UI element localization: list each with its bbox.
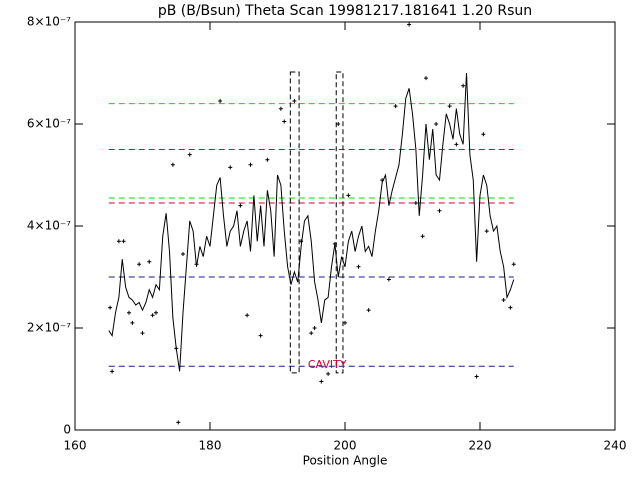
y-tick-label: 0 (63, 423, 71, 437)
data-point (127, 310, 131, 315)
data-point (278, 106, 283, 111)
data-point (228, 165, 233, 170)
data-point (116, 239, 121, 244)
data-point (484, 229, 489, 234)
data-point (332, 241, 337, 246)
data-point (447, 104, 452, 109)
data-point (150, 313, 155, 318)
data-point (356, 264, 361, 269)
data-point (108, 305, 113, 310)
annotation: CAVITY (308, 358, 347, 371)
data-point (248, 162, 253, 167)
data-point (299, 239, 304, 244)
data-point (181, 252, 185, 257)
data-point (366, 308, 371, 313)
x-tick-label: 200 (334, 439, 357, 453)
data-point (461, 83, 466, 88)
data-point (187, 152, 192, 157)
data-point (407, 22, 412, 27)
data-point (437, 208, 442, 213)
data-point (420, 234, 425, 239)
data-point (319, 379, 324, 384)
data-point (508, 305, 513, 310)
y-tick-label: 6×10⁻⁷ (27, 117, 71, 131)
x-tick-label: 180 (199, 439, 222, 453)
data-point (380, 178, 385, 183)
data-point (434, 122, 439, 126)
chart-title: pB (B/Bsun) Theta Scan 19981217.181641 1… (158, 3, 532, 19)
data-point (218, 99, 223, 104)
data-point (176, 420, 181, 425)
data-point (265, 157, 270, 162)
data-point (474, 374, 479, 379)
data-point (174, 346, 179, 351)
y-tick-label: 4×10⁻⁷ (27, 219, 71, 233)
data-point (194, 262, 199, 267)
x-tick-label: 240 (604, 439, 627, 453)
data-point (326, 371, 331, 376)
data-point (343, 320, 347, 325)
data-point (110, 369, 115, 374)
x-tick-label: 220 (469, 439, 492, 453)
cavity-box (289, 71, 300, 374)
data-point (282, 119, 287, 124)
y-tick-label: 8×10⁻⁷ (27, 15, 71, 29)
data-point (336, 122, 341, 126)
data-point (501, 297, 506, 302)
data-point (393, 104, 398, 109)
data-point (292, 99, 297, 104)
data-point (511, 262, 516, 267)
x-tick-label: 160 (64, 439, 87, 453)
data-point (424, 76, 428, 81)
data-point (245, 313, 250, 318)
data-point (481, 132, 486, 137)
data-point (309, 331, 314, 336)
x-axis-label: Position Angle (303, 454, 388, 468)
y-tick-label: 2×10⁻⁷ (27, 321, 71, 335)
data-point (312, 326, 317, 330)
data-point (413, 201, 418, 206)
cavity-box (335, 71, 344, 374)
data-point (170, 162, 175, 167)
data-point (346, 193, 351, 198)
data-point (121, 239, 126, 244)
data-point (130, 320, 135, 325)
data-point (238, 203, 243, 208)
data-point (154, 310, 158, 315)
data-point (137, 262, 142, 267)
data-point (147, 259, 152, 264)
data-point (140, 331, 145, 336)
data-point (258, 333, 263, 338)
data-point (386, 277, 391, 282)
data-point (454, 142, 459, 147)
